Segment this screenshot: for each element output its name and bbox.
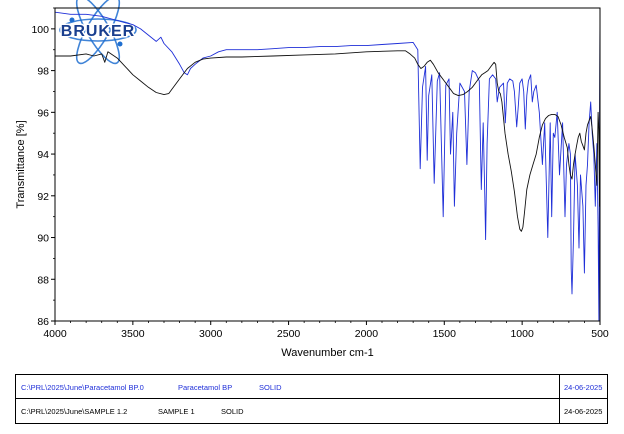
y-tick-label: 92 bbox=[37, 191, 49, 203]
y-tick-label: 88 bbox=[37, 274, 49, 286]
y-tick-label: 90 bbox=[37, 233, 49, 245]
x-tick-label: 2000 bbox=[355, 328, 379, 340]
y-axis-ticks: 86 88 90 92 94 96 98 100 bbox=[31, 7, 55, 328]
series-line-0 bbox=[55, 10, 600, 321]
y-tick-label: 86 bbox=[37, 316, 49, 328]
y-tick-label: 100 bbox=[31, 24, 49, 36]
spectra-legend-table: C:\PRL\2025\June\Paracetamol BP.0 Parace… bbox=[15, 374, 608, 424]
legend-sample-state: SOLID bbox=[221, 407, 244, 416]
x-tick-label: 2500 bbox=[277, 328, 301, 340]
x-tick-label: 1500 bbox=[433, 328, 457, 340]
logo-orbit bbox=[75, 0, 121, 65]
x-tick-label: 3000 bbox=[199, 328, 223, 340]
y-tick-label: 94 bbox=[37, 149, 49, 161]
legend-column-divider bbox=[559, 375, 560, 423]
legend-date: 24-06-2025 bbox=[564, 383, 603, 392]
y-axis-label: Transmittance [%] bbox=[15, 120, 27, 208]
logo-wordmark: BRUKER bbox=[61, 23, 135, 40]
plot-frame bbox=[54, 7, 601, 322]
x-tick-label: 500 bbox=[591, 328, 609, 340]
series-line-1 bbox=[55, 10, 600, 232]
legend-path: C:\PRL\2025\June\Paracetamol BP.0 bbox=[21, 383, 144, 392]
x-axis-label: Wavenumber cm-1 bbox=[281, 347, 374, 359]
legend-path: C:\PRL\2025\June\SAMPLE 1.2 bbox=[21, 407, 128, 416]
legend-sample-name: SAMPLE 1 bbox=[158, 407, 195, 416]
logo-orbit bbox=[59, 18, 137, 42]
x-axis-ticks: 4000 3500 3000 2500 2000 1500 1000 500 bbox=[43, 321, 609, 340]
legend-sample-state: SOLID bbox=[259, 383, 282, 392]
legend-row-reference: C:\PRL\2025\June\Paracetamol BP.0 Parace… bbox=[16, 375, 607, 399]
legend-date: 24-06-2025 bbox=[564, 407, 603, 416]
legend-sample-name: Paracetamol BP bbox=[178, 383, 233, 392]
y-tick-label: 96 bbox=[37, 107, 49, 119]
logo-electron bbox=[117, 41, 123, 47]
chart-svg: BRUKER 4000 3500 3000 2500 2000 1500 1000 500 8… bbox=[15, 0, 609, 359]
y-tick-label: 98 bbox=[37, 66, 49, 78]
x-tick-label: 4000 bbox=[43, 328, 67, 340]
logo-electron bbox=[69, 17, 75, 23]
bruker-logo: BRUKER bbox=[59, 0, 137, 65]
x-tick-label: 3500 bbox=[121, 328, 145, 340]
x-tick-label: 1000 bbox=[510, 328, 534, 340]
series-group bbox=[55, 10, 600, 321]
legend-row-sample: C:\PRL\2025\June\SAMPLE 1.2 SAMPLE 1 SOL… bbox=[16, 399, 607, 423]
logo-orbit bbox=[75, 0, 121, 65]
spectrum-chart: BRUKER 4000 3500 3000 2500 2000 1500 1000 500 8… bbox=[15, 0, 609, 359]
